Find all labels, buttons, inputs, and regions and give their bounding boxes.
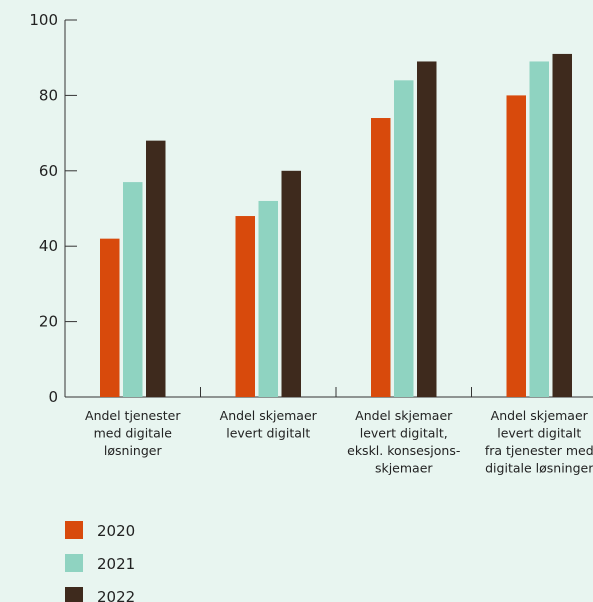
category-label: løsninger bbox=[104, 443, 163, 458]
legend-swatch-2020 bbox=[65, 521, 83, 539]
bar-2022-cat-1 bbox=[146, 140, 166, 397]
bar-2020-cat-4 bbox=[506, 95, 526, 398]
bar-2021-cat-2 bbox=[258, 200, 278, 397]
y-tick-label: 60 bbox=[39, 162, 58, 180]
category-label: levert digitalt bbox=[226, 426, 310, 441]
bar-2022-cat-4 bbox=[552, 53, 572, 398]
category-label: Andel skjemaer bbox=[491, 408, 589, 423]
bar-2020-cat-1 bbox=[100, 238, 120, 397]
legend: 2020 2021 2022 bbox=[65, 521, 135, 602]
bars bbox=[100, 53, 572, 398]
category-label: Andel skjemaer bbox=[220, 408, 318, 423]
category-label: Andel tjenester bbox=[85, 408, 181, 423]
bar-2020-cat-3 bbox=[371, 118, 391, 398]
category-label: digitale løsninger bbox=[485, 461, 593, 476]
legend-swatch-2022 bbox=[65, 587, 83, 602]
legend-label-2021: 2021 bbox=[97, 555, 135, 573]
category-label: med digitale bbox=[94, 426, 173, 441]
y-tick-label: 0 bbox=[48, 388, 58, 406]
category-label: ekskl. konsesjons- bbox=[347, 443, 460, 458]
y-tick-label: 40 bbox=[39, 237, 58, 255]
bar-2021-cat-3 bbox=[394, 80, 414, 397]
category-label: Andel skjemaer bbox=[355, 408, 453, 423]
y-tick-label: 80 bbox=[39, 86, 58, 104]
category-labels: Andel tjenester med digitale løsninger Ande… bbox=[85, 408, 593, 476]
y-tick-label: 20 bbox=[39, 313, 58, 331]
legend-label-2022: 2022 bbox=[97, 588, 135, 602]
y-axis: 0 20 40 60 80 100 bbox=[29, 11, 77, 406]
y-tick-label: 100 bbox=[29, 11, 58, 29]
category-label: levert digitalt, bbox=[360, 426, 448, 441]
legend-swatch-2021 bbox=[65, 554, 83, 572]
bar-2021-cat-1 bbox=[123, 182, 143, 397]
bar-2022-cat-3 bbox=[417, 61, 437, 397]
category-label: levert digitalt bbox=[497, 426, 581, 441]
bar-2021-cat-4 bbox=[529, 61, 549, 397]
bar-2022-cat-2 bbox=[281, 170, 301, 397]
category-label: fra tjenester med bbox=[485, 443, 593, 458]
category-label: skjemaer bbox=[375, 461, 433, 476]
legend-label-2020: 2020 bbox=[97, 522, 135, 540]
bar-2020-cat-2 bbox=[235, 216, 255, 397]
